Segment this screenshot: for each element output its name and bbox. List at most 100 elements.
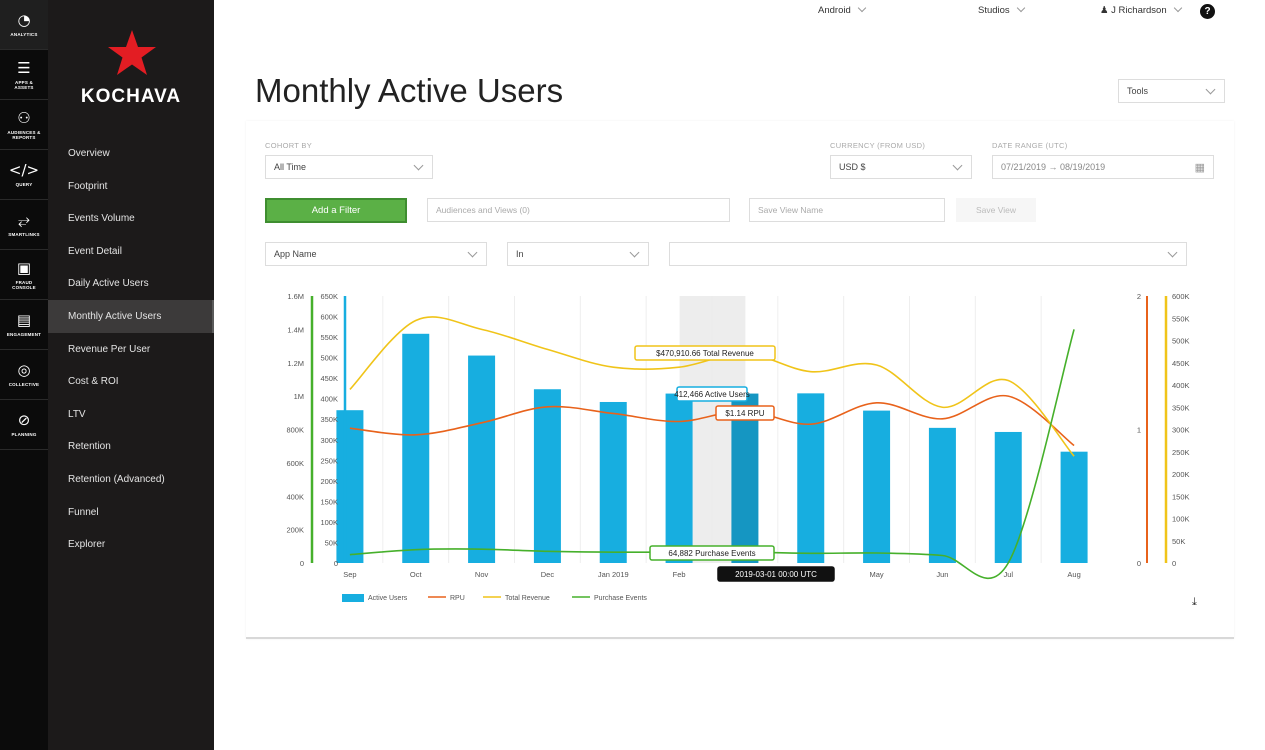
calendar-icon: ▦ [1194,162,1205,174]
bar-active-users [665,393,693,563]
chevron-down-icon [1167,247,1178,258]
nav-item-daily-active-users[interactable]: Daily Active Users [68,278,149,290]
rail-label: ANALYTICS [10,32,38,37]
tick-label-revenue: 150K [1172,492,1190,501]
rail-item-query[interactable]: </> QUERY [0,150,48,200]
bar-active-users [533,389,561,563]
filter-value-select[interactable] [669,242,1187,266]
bar-active-users [599,401,627,563]
tick-label-events: 600K [286,459,304,468]
platform-label: Android [818,5,851,16]
save-view-button[interactable]: Save View [956,198,1036,222]
audiences-views-input[interactable]: Audiences and Views (0) [427,198,730,222]
rail-label: ENGAGEMENT [6,332,42,337]
tick-label-users: 150K [320,497,338,506]
tooltip-date: 2019-03-01 00:00 UTC [735,570,817,579]
rail-label: SMARTLINKS [8,232,40,237]
rail-item-analytics[interactable]: ◔ ANALYTICS [0,0,48,50]
user-menu[interactable]: ♟ J Richardson [1100,3,1182,16]
bar-active-users [863,410,891,563]
nav-item-event-detail[interactable]: Event Detail [68,245,122,257]
studio-dropdown[interactable]: Studios [978,3,1025,16]
chevron-down-icon [1173,3,1182,13]
help-icon[interactable]: ? [1200,4,1215,19]
x-tick-label: Aug [1067,570,1080,579]
tick-label-users: 0 [334,559,338,568]
bar-active-users [797,393,825,563]
tick-label-users: 550K [320,333,338,342]
x-tick-label: Nov [475,570,489,579]
rail-item-planning[interactable]: ⊘ PLANNING [0,400,48,450]
rail-item-collective[interactable]: ◎ COLLECTIVE [0,350,48,400]
tooltip-date-box [717,566,835,582]
save-view-name-input[interactable]: Save View Name [749,198,945,222]
tools-dropdown[interactable]: Tools [1118,79,1225,103]
bar-active-users [731,393,759,563]
legend-active-users-swatch [342,594,364,602]
nav-item-overview[interactable]: Overview [68,148,110,159]
collective-icon: ◎ [17,361,31,379]
legend-total-revenue: Total Revenue [505,595,550,602]
nav-item-retention[interactable]: Retention [68,441,111,453]
tick-label-users: 100K [320,518,338,527]
nav-item-cost-roi[interactable]: Cost & ROI [68,376,119,388]
tick-label-users: 50K [325,538,338,547]
chevron-down-icon [952,160,963,171]
nav-item-ltv[interactable]: LTV [68,408,86,420]
date-range-field[interactable]: 07/21/2019 → 08/19/2019 ▦ [992,155,1214,179]
rail-label: APPS & ASSETS [14,79,34,90]
query-icon: </> [8,161,40,179]
tick-label-events: 800K [286,426,304,435]
nav-item-retention-advanced[interactable]: Retention (Advanced) [68,474,165,485]
platform-dropdown[interactable]: Android [818,3,866,16]
rail-item-engagement[interactable]: ▤ ENGAGEMENT [0,300,48,350]
operator-select[interactable]: In [507,242,649,266]
rail-item-audiences-reports[interactable]: ⚇ AUDIENCES & REPORTS [0,100,48,150]
tick-label-revenue: 250K [1172,448,1190,457]
tick-label-users: 600K [320,313,338,322]
tools-label: Tools [1127,86,1149,96]
rail-item-smartlinks[interactable]: ⥂ SMARTLINKS [0,200,48,250]
kochava-star-logo [108,30,156,75]
nav-panel [48,0,214,750]
studio-label: Studios [978,5,1010,16]
currency-label: CURRENCY (FROM USD) [830,141,926,150]
tick-label-users: 500K [320,354,338,363]
tick-label-revenue: 600K [1172,292,1190,301]
tooltip-purchase-events: 64,882 Purchase Events [668,549,755,558]
tick-label-events: 400K [286,492,304,501]
app-name-select[interactable]: App Name [265,242,487,266]
apps-assets-icon: ☰ [17,58,31,77]
tick-label-users: 450K [320,374,338,383]
tick-label-revenue: 200K [1172,470,1190,479]
tick-label-revenue: 50K [1172,537,1185,546]
tick-label-revenue: 0 [1172,559,1176,568]
bar-active-users [928,427,956,563]
nav-item-monthly-active-users[interactable]: Monthly Active Users [48,300,214,333]
nav-item-funnel[interactable]: Funnel [68,506,99,518]
brand-name: KOCHAVA [80,86,182,107]
download-icon[interactable]: ⤓ [1192,596,1197,608]
rail-item-fraud-console[interactable]: ▣ FRAUD CONSOLE [0,250,48,300]
chevron-down-icon [413,160,424,171]
fraud-console-icon: ▣ [16,258,32,277]
chevron-down-icon [1205,84,1216,95]
tick-label-events: 1.2M [287,359,304,368]
rail-label: PLANNING [11,432,37,437]
rail-label: AUDIENCES & REPORTS [7,129,41,140]
nav-item-explorer[interactable]: Explorer [68,539,106,551]
tooltip-rpu-box [715,405,775,421]
currency-select[interactable]: USD $ [830,155,972,179]
add-filter-button[interactable]: Add a Filter [265,198,407,223]
nav-item-events-volume[interactable]: Events Volume [68,213,135,225]
nav-item-revenue-per-user[interactable]: Revenue Per User [68,343,151,355]
cohort-select[interactable]: All Time [265,155,433,179]
nav-item-footprint[interactable]: Footprint [68,180,108,192]
legend-active-users: Active Users [368,595,408,602]
date-range-value: 07/21/2019 → 08/19/2019 [1001,162,1106,172]
tooltip-total-revenue: $470,910.66 Total Revenue [656,349,754,358]
tooltip-active-users: 412,466 Active Users [674,390,750,399]
rail-item-apps-assets[interactable]: ☰ APPS & ASSETS [0,50,48,100]
x-tick-label: Jul [1003,570,1013,579]
bar-active-users [1060,451,1088,563]
